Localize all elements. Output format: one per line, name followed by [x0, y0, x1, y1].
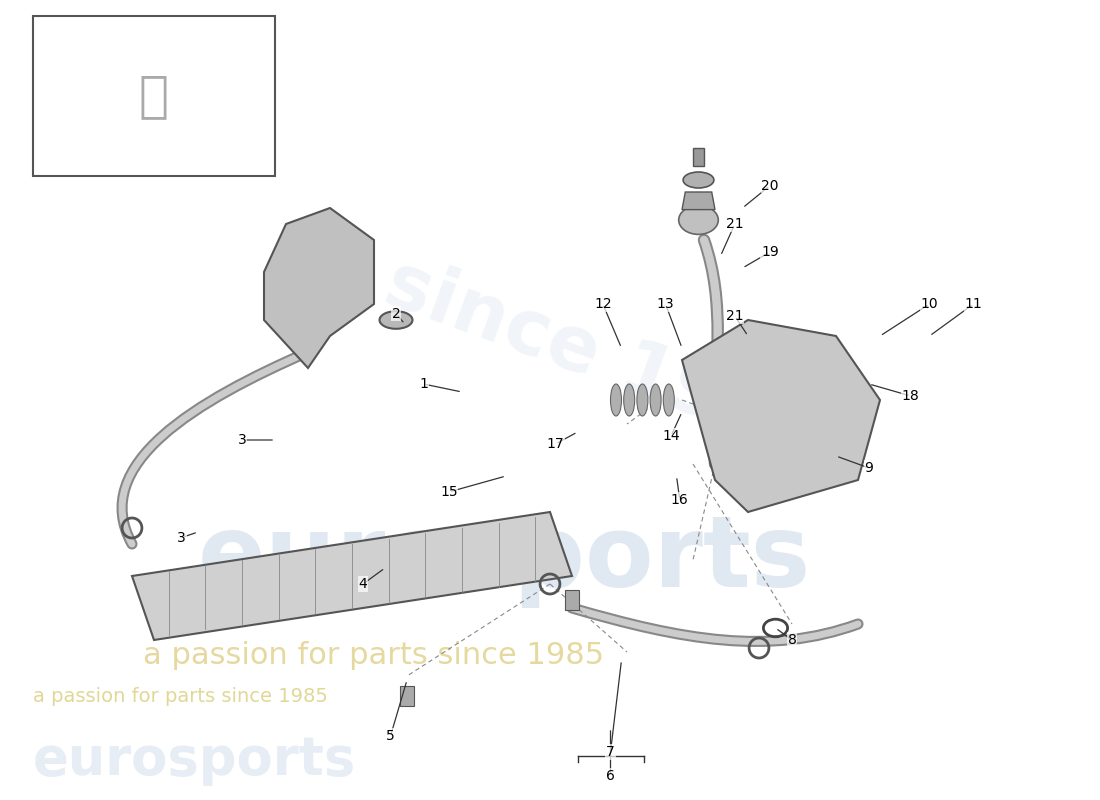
Ellipse shape: [663, 384, 674, 416]
Text: 11: 11: [965, 297, 982, 311]
Text: 21: 21: [726, 217, 744, 231]
Text: eurosports: eurosports: [198, 511, 812, 609]
Text: 13: 13: [657, 297, 674, 311]
Ellipse shape: [683, 172, 714, 188]
Text: 3: 3: [238, 433, 246, 447]
Text: 18: 18: [902, 389, 920, 403]
Text: 15: 15: [440, 485, 458, 499]
Text: 8: 8: [788, 633, 796, 647]
Ellipse shape: [624, 384, 635, 416]
Ellipse shape: [650, 384, 661, 416]
Polygon shape: [682, 192, 715, 210]
Polygon shape: [264, 208, 374, 368]
Text: 14: 14: [662, 429, 680, 443]
Polygon shape: [682, 320, 880, 512]
Ellipse shape: [637, 384, 648, 416]
Bar: [565, 590, 579, 610]
Bar: [33, 16, 275, 176]
Text: 7: 7: [606, 745, 615, 759]
Text: 10: 10: [921, 297, 938, 311]
Text: 16: 16: [671, 493, 689, 507]
Text: 🚗: 🚗: [139, 72, 169, 120]
Bar: [400, 686, 414, 706]
Ellipse shape: [379, 311, 412, 329]
Text: 20: 20: [761, 178, 779, 193]
Text: 21: 21: [726, 309, 744, 323]
Text: 3: 3: [177, 530, 186, 545]
Text: 19: 19: [761, 245, 779, 259]
Text: 1: 1: [419, 377, 428, 391]
Text: 5: 5: [386, 729, 395, 743]
Text: 9: 9: [865, 461, 873, 475]
Text: since 1985: since 1985: [375, 246, 835, 474]
Bar: [693, 148, 704, 166]
Text: 17: 17: [547, 437, 564, 451]
Text: eurosports: eurosports: [33, 734, 356, 786]
Text: a passion for parts since 1985: a passion for parts since 1985: [143, 642, 604, 670]
Circle shape: [679, 206, 718, 234]
Text: a passion for parts since 1985: a passion for parts since 1985: [33, 686, 328, 706]
Text: 12: 12: [594, 297, 612, 311]
Polygon shape: [132, 512, 572, 640]
Ellipse shape: [610, 384, 621, 416]
Text: 2: 2: [392, 306, 400, 321]
Text: 6: 6: [606, 769, 615, 783]
Text: 4: 4: [359, 577, 367, 591]
